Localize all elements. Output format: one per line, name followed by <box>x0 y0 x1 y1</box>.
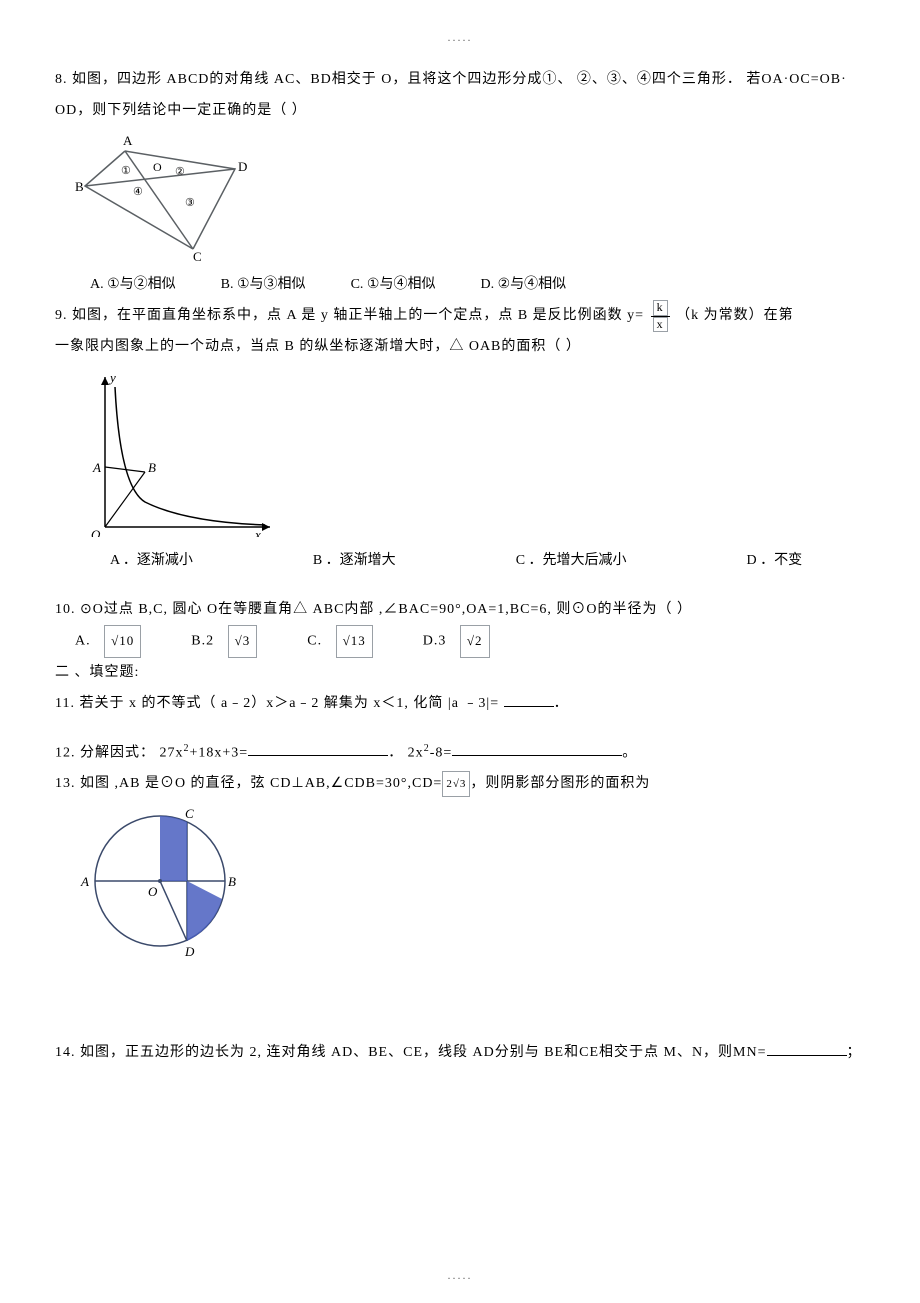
page: ..... 8. 如图，四边形 ABCD的对角线 AC、BD相交于 O，且将这个… <box>0 0 920 1303</box>
q9-optC: C ．先增大后减小 <box>516 546 627 577</box>
q9-stem-line2: 一象限内图象上的一个动点，当点 B 的纵坐标逐渐增大时，△ OAB的面积（ ） <box>55 332 865 363</box>
q9-frac-n: k <box>653 300 668 315</box>
q10-stem: 10. ⊙O过点 B,C, 圆心 O在等腰直角△ ABC内部 ,∠BAC=90°… <box>55 595 865 626</box>
q10-options: A. √10 B.2 √3 C. √13 D.3 √2 <box>55 625 865 658</box>
q8-stem-line1: 8. 如图，四边形 ABCD的对角线 AC、BD相交于 O，且将这个四边形分成①… <box>55 65 865 96</box>
q11: 11. 若关于 x 的不等式（ a﹣2）x＞a﹣2 解集为 x＜1, 化简 |a… <box>55 689 865 720</box>
section2-title: 二 、填空题: <box>55 658 865 689</box>
q8-label-D: D <box>238 159 247 174</box>
q13: 13. 如图 ,AB 是⊙O 的直径，弦 CD⊥AB,∠CDB=30°,CD=2… <box>55 769 865 800</box>
q9-optB: B ．逐渐增大 <box>313 546 396 577</box>
q8-optB: B. ①与③相似 <box>221 270 306 301</box>
q13-label-O: O <box>148 884 158 899</box>
q8-n4: ④ <box>133 186 143 198</box>
q9-label-O: O <box>91 527 101 537</box>
q13-value: 2√3 <box>442 771 470 797</box>
q8-optA: A. ①与②相似 <box>90 270 176 301</box>
q10-optC: C. √13 <box>307 625 372 658</box>
q14: 14. 如图，正五边形的边长为 2, 连对角线 AD、BE、CE，线段 AD分别… <box>55 1038 865 1069</box>
q9-stem-line1: 9. 如图，在平面直角坐标系中，点 A 是 y 轴正半轴上的一个定点，点 B 是… <box>55 300 865 332</box>
q9-stem-a: 9. 如图，在平面直角坐标系中，点 A 是 y 轴正半轴上的一个定点，点 B 是… <box>55 308 644 323</box>
header-dots: ..... <box>55 30 865 45</box>
q8-stem-line2: OD，则下列结论中一定正确的是（ ） <box>55 96 865 127</box>
q9-label-B: B <box>148 460 156 475</box>
q9-frac-d: x <box>653 317 668 332</box>
q8-optC: C. ①与④相似 <box>351 270 436 301</box>
q11-blank <box>504 692 554 707</box>
q9-label-y: y <box>108 370 116 385</box>
q9-label-x: x <box>254 527 261 537</box>
q12-blank1 <box>248 741 388 756</box>
q8-figure: A B C D O ① ② ③ ④ <box>75 131 865 266</box>
q8-label-C: C <box>193 249 202 261</box>
q13-label-D: D <box>184 944 195 959</box>
q13-label-B: B <box>228 874 236 889</box>
q9-figure: A B O y x <box>75 367 865 542</box>
q8-n1: ① <box>121 165 131 177</box>
q9-stem-b: （k 为常数）在第 <box>676 308 794 323</box>
q8-n3: ③ <box>185 197 195 209</box>
q13-figure: A B C D O <box>75 804 865 964</box>
q8-n2: ② <box>175 166 185 178</box>
q13-label-C: C <box>185 806 194 821</box>
q9-label-A: A <box>92 460 101 475</box>
q9-options: A ．逐渐减小 B ．逐渐增大 C ．先增大后减小 D ．不变 <box>55 546 865 577</box>
q8-label-A: A <box>123 133 133 148</box>
q12: 12. 分解因式： 27x2+18x+3=． 2x2-8=。 <box>55 738 865 769</box>
q8-label-B: B <box>75 179 84 194</box>
q8-options: A. ①与②相似 B. ①与③相似 C. ①与④相似 D. ②与④相似 <box>55 270 865 301</box>
q10-optA: A. √10 <box>75 625 141 658</box>
q9-fraction: k x <box>651 300 670 331</box>
q8-optD: D. ②与④相似 <box>480 270 566 301</box>
q13-label-A: A <box>80 874 89 889</box>
q8-label-O: O <box>153 160 162 174</box>
q10-optB: B.2 √3 <box>191 625 257 658</box>
footer-dots: ..... <box>0 1268 920 1283</box>
q10-optD: D.3 √2 <box>423 625 490 658</box>
q14-blank <box>767 1041 847 1056</box>
q9-optA: A ．逐渐减小 <box>110 546 193 577</box>
q12-blank2 <box>452 741 622 756</box>
q9-optD: D ．不变 <box>747 546 803 577</box>
